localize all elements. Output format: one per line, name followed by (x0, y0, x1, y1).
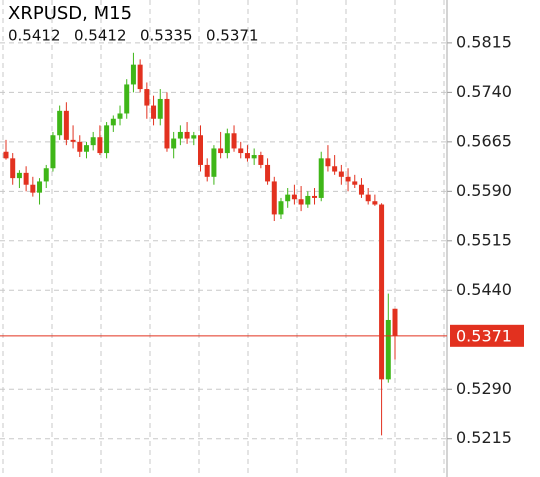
candle-body (50, 135, 56, 169)
candle-body (151, 105, 157, 119)
candle-body (63, 110, 69, 140)
candle-body (345, 176, 351, 182)
ohlc-value: 0.5412 (8, 27, 61, 45)
candle-body (379, 204, 385, 380)
candle-body (23, 172, 29, 185)
candle-body (137, 64, 143, 90)
price-label: 0.5371 (456, 326, 512, 345)
y-tick-label: 0.5515 (456, 230, 512, 249)
candle-body (90, 137, 96, 146)
ohlc-value: 0.5412 (74, 27, 127, 45)
candle-body (184, 131, 190, 139)
candle-body (16, 172, 22, 179)
candle-body (244, 153, 250, 159)
candle-body (271, 181, 277, 215)
candle-body (265, 164, 271, 182)
candle-body (318, 158, 324, 198)
candle-body (104, 125, 110, 154)
candle-body (177, 131, 183, 139)
candle-body (251, 155, 257, 159)
candle-body (130, 64, 136, 85)
candle-body (70, 139, 76, 142)
candle-body (285, 194, 291, 202)
y-tick-label: 0.5290 (456, 379, 512, 398)
candle-body (77, 141, 83, 152)
candle-body (325, 158, 331, 167)
y-tick-label: 0.5215 (456, 428, 512, 447)
candle-body (157, 98, 163, 119)
ohlc-value: 0.5371 (206, 27, 259, 45)
candle-body (198, 135, 203, 165)
y-tick-label: 0.5590 (456, 181, 512, 200)
candle-body (164, 98, 170, 149)
candle-body (171, 138, 177, 149)
candle-body (332, 166, 338, 172)
candle-body (191, 135, 197, 139)
candle-body (218, 148, 224, 154)
candle-body (110, 118, 116, 126)
y-tick-label: 0.5665 (456, 131, 512, 150)
candle-body (83, 145, 89, 152)
candle-body (291, 194, 297, 200)
candle-body (43, 168, 49, 182)
candle-body (372, 201, 378, 205)
candle-body (231, 133, 237, 149)
candle-body (30, 184, 36, 193)
candle-body (312, 195, 318, 198)
candle-body (57, 110, 63, 136)
candle-body (365, 194, 371, 202)
candle-body (358, 184, 364, 195)
candle-body (211, 148, 217, 177)
candle-body (97, 137, 103, 154)
candle-body (124, 84, 130, 114)
chart-title: XRPUSD, M15 (8, 3, 132, 24)
ohlc-value: 0.5335 (140, 27, 193, 45)
candle-body (338, 171, 344, 177)
candle-body (352, 181, 358, 185)
candle-body (117, 113, 123, 119)
candle-body (392, 308, 398, 336)
candle-body (144, 89, 150, 106)
candle-body (278, 201, 284, 215)
candle-body (10, 158, 16, 179)
y-tick-label: 0.5740 (456, 82, 512, 101)
candle-body (385, 319, 391, 380)
candle-body (305, 195, 311, 205)
candle-body (298, 199, 304, 205)
candle-body (224, 133, 230, 154)
y-tick-label: 0.5440 (456, 280, 512, 299)
candle-body (3, 151, 9, 159)
price-label-box (450, 324, 524, 347)
y-tick-label: 0.5815 (456, 32, 512, 51)
candle-body (204, 164, 210, 177)
candle-body (37, 181, 43, 193)
candle-body (258, 155, 264, 165)
candle-body (238, 148, 244, 154)
